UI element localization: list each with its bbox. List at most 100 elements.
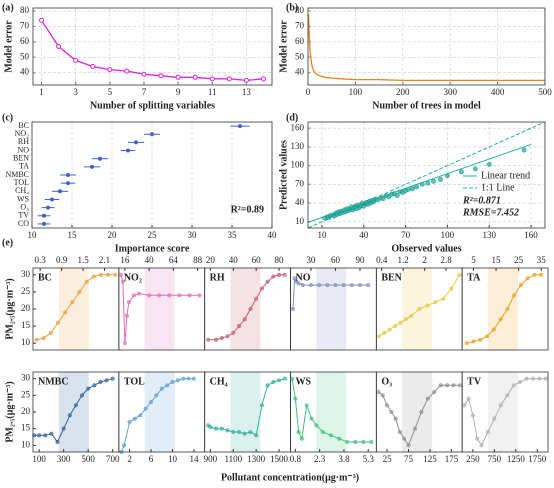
marker <box>138 413 143 418</box>
marker <box>231 330 236 335</box>
marker <box>320 429 325 435</box>
marker <box>141 71 147 77</box>
x-tick-label: 1.2 <box>398 255 409 265</box>
marker <box>389 409 394 415</box>
line <box>307 14 545 82</box>
marker <box>462 403 467 408</box>
marker <box>110 376 115 381</box>
shade-band <box>230 268 261 350</box>
y-tick-label: BC <box>18 121 29 130</box>
x-tick-label: 0 <box>306 87 311 97</box>
marker <box>175 74 181 80</box>
y-tick-label: 130 <box>291 141 305 151</box>
shade-band <box>402 372 433 452</box>
marker <box>466 396 471 401</box>
marker <box>296 429 301 435</box>
y-axis-title: Model error <box>3 20 14 73</box>
marker <box>277 378 282 383</box>
marker <box>132 416 137 421</box>
marker <box>292 276 297 281</box>
identity-line <box>307 121 546 229</box>
marker <box>148 399 154 405</box>
x-tick-label: 7 <box>142 87 147 97</box>
marker <box>259 403 264 408</box>
marker <box>505 306 510 312</box>
point <box>126 148 130 153</box>
marker <box>126 300 131 305</box>
y-tick-label: O₃ <box>20 202 29 211</box>
marker <box>113 272 118 277</box>
shade-band <box>144 372 175 452</box>
x-tick-label: 300 <box>443 87 457 97</box>
marker <box>406 443 411 448</box>
x-axis-title: Observed values <box>391 243 461 254</box>
marker <box>158 73 164 79</box>
x-tick-label: 1500 <box>270 454 289 464</box>
y-tick-label: 15 <box>21 423 31 433</box>
y-tick-label: NMBC <box>5 170 29 179</box>
plot-frame <box>32 7 273 86</box>
marker <box>271 274 276 279</box>
subplot-title: TOL <box>124 376 145 387</box>
x-tick-label: 64 <box>169 255 179 265</box>
marker <box>309 416 314 421</box>
plot-frame <box>307 7 546 86</box>
marker <box>382 330 387 335</box>
marker <box>299 436 304 441</box>
plot-frame <box>461 267 549 351</box>
y-tick-label: 60 <box>295 36 305 46</box>
x-tick-label: 11 <box>208 87 217 97</box>
marker <box>48 330 53 335</box>
marker <box>214 426 219 431</box>
marker <box>366 283 371 288</box>
marker <box>120 279 125 284</box>
marker <box>214 337 219 342</box>
point <box>431 178 436 184</box>
y-tick-label: 40 <box>20 67 30 77</box>
marker <box>403 317 408 322</box>
marker <box>397 429 402 435</box>
y-axis-title: Model error <box>278 20 289 73</box>
y-tick-label: 20 <box>21 303 31 313</box>
plot-frame <box>461 371 549 453</box>
marker <box>524 376 529 381</box>
point <box>438 176 443 182</box>
marker <box>73 403 78 408</box>
legend-label: 1:1 Line <box>481 182 515 193</box>
point <box>410 186 415 192</box>
marker <box>61 426 66 431</box>
x-tick-label: 2 <box>422 255 427 265</box>
marker <box>124 313 129 318</box>
point <box>46 205 50 210</box>
marker <box>248 429 253 435</box>
marker <box>181 376 186 381</box>
x-tick-label: 13 <box>242 87 252 97</box>
x-tick-label: 10 <box>168 454 178 464</box>
marker <box>37 433 42 438</box>
marker <box>433 300 438 305</box>
point <box>394 193 400 198</box>
x-tick-label: 125 <box>423 454 437 464</box>
x-tick-label: 1250 <box>507 454 526 464</box>
marker <box>187 293 192 298</box>
y-tick-label: WS <box>17 194 29 203</box>
line <box>40 19 264 82</box>
x-axis-title: Number of trees in model <box>372 100 481 111</box>
x-tick-label: 1100 <box>224 454 242 464</box>
marker <box>293 396 298 401</box>
marker <box>475 436 480 441</box>
marker <box>296 281 301 286</box>
marker <box>445 383 450 388</box>
point <box>134 140 138 145</box>
marker <box>539 272 544 277</box>
x-tick-label: 2.1 <box>99 255 110 265</box>
marker <box>333 283 338 288</box>
shade-band <box>402 268 433 350</box>
y-tick-label: NO <box>17 145 29 154</box>
subplot-title: BC <box>38 272 52 283</box>
marker <box>376 334 382 339</box>
marker <box>271 379 276 385</box>
x-tick-label: 500 <box>538 87 552 97</box>
marker <box>380 393 385 398</box>
x-tick-label: 25 <box>514 255 524 265</box>
